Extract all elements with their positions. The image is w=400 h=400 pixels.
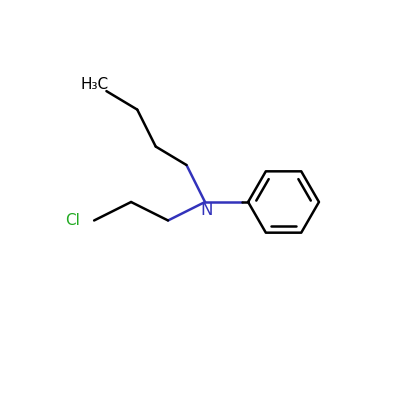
Text: Cl: Cl	[65, 213, 80, 228]
Text: N: N	[200, 201, 213, 219]
Text: H₃C: H₃C	[80, 78, 108, 92]
